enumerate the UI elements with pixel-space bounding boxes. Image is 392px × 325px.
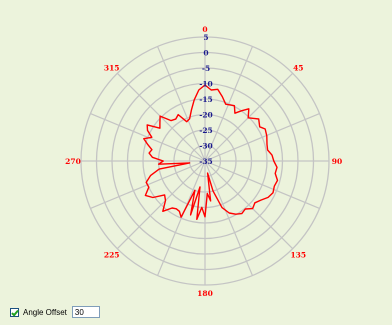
grid-spoke bbox=[204, 112, 320, 162]
radial-tick-label: 5 bbox=[203, 33, 208, 42]
angle-tick-label: 270 bbox=[65, 157, 81, 166]
series-layer bbox=[143, 84, 279, 221]
angle-spokes bbox=[81, 37, 329, 285]
radial-tick-label: 0 bbox=[203, 49, 208, 58]
radial-tick-label: -25 bbox=[199, 126, 213, 135]
angle-offset-input[interactable] bbox=[71, 306, 100, 318]
radial-tick-label: -10 bbox=[199, 80, 213, 89]
angle-tick-label: 135 bbox=[290, 250, 306, 259]
grid-spoke bbox=[156, 46, 206, 162]
pattern-line bbox=[143, 84, 279, 221]
grid-spoke bbox=[116, 160, 206, 250]
angle-offset-control: Angle Offset bbox=[10, 304, 100, 320]
angle-tick-label: 0 bbox=[202, 25, 207, 34]
grid-spoke bbox=[204, 160, 320, 210]
angle-tick-label: 90 bbox=[332, 157, 342, 166]
angle-tick-label: 225 bbox=[104, 250, 120, 259]
angle-offset-label: Angle Offset bbox=[23, 307, 67, 317]
angle-tick-label: 45 bbox=[293, 64, 303, 73]
tick-labels: 0459013518022527031550-5-10-15-20-25-30-… bbox=[65, 25, 342, 298]
grid-spoke bbox=[204, 160, 294, 250]
radial-tick-label: -5 bbox=[202, 64, 210, 73]
grid-spoke bbox=[90, 112, 206, 162]
angle-tick-label: 315 bbox=[104, 64, 120, 73]
radial-tick-label: -35 bbox=[199, 157, 213, 166]
grid-spoke bbox=[156, 160, 206, 276]
radial-tick-label: -15 bbox=[199, 95, 213, 104]
radial-tick-label: -20 bbox=[199, 111, 213, 120]
radial-tick-label: -30 bbox=[199, 142, 213, 151]
grid-spoke bbox=[204, 160, 254, 276]
angle-tick-label: 180 bbox=[197, 289, 213, 298]
grid-spoke bbox=[204, 46, 254, 162]
angle-offset-checkbox[interactable] bbox=[10, 307, 19, 317]
